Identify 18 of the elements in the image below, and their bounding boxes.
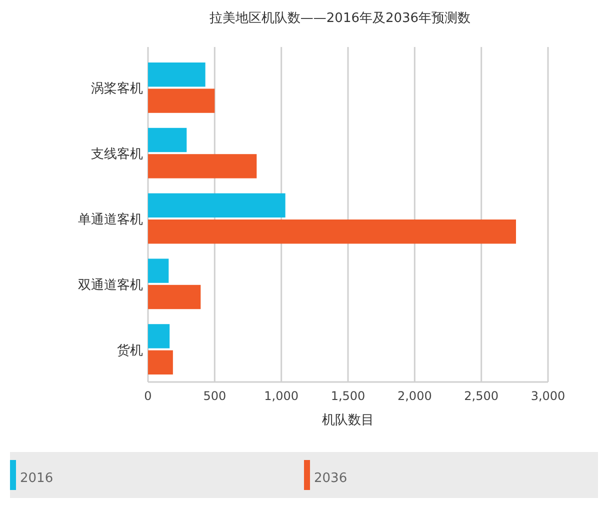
x-tick-label: 1,000 [264,389,299,403]
x-tick-label: 3,000 [530,389,566,403]
x-tick-label: 2,500 [464,389,499,403]
title: 拉美地区机队数——2016年及2036年预测数 [209,11,471,26]
x-tick-label: 2,000 [397,389,432,403]
legend-label: 2036 [314,471,348,486]
legend-item: 2016 [10,460,54,490]
xlabel: 机队数目 [322,413,374,428]
legend-item: 2036 [304,460,348,490]
x-tick-label: 1,500 [330,389,366,403]
y-tick-label: 货机 [117,343,143,358]
y-tick-label: 支线客机 [91,146,143,162]
x-tick-label: 500 [203,389,226,403]
y-tick-label: 单通道客机 [78,212,143,228]
x-tick-label: 0 [144,389,152,403]
y-tick-label: 涡桨客机 [91,80,143,97]
y-tick-label: 双通道客机 [78,276,143,293]
legend-label: 2016 [20,471,54,486]
